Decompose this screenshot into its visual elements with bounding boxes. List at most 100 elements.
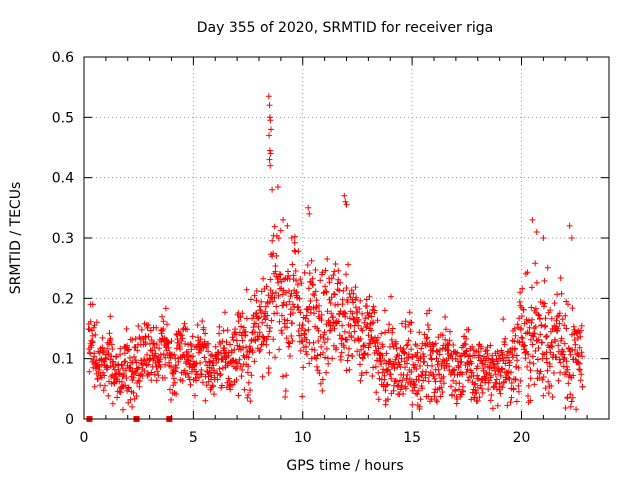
data-point bbox=[578, 371, 585, 378]
x-axis-label: GPS time / hours bbox=[286, 458, 403, 474]
data-point bbox=[412, 361, 418, 368]
data-point bbox=[315, 338, 322, 344]
data-point bbox=[569, 305, 576, 312]
data-point bbox=[577, 367, 583, 373]
data-point bbox=[542, 315, 549, 322]
data-point bbox=[192, 392, 198, 399]
data-point bbox=[533, 279, 540, 286]
data-point bbox=[290, 301, 296, 308]
data-point bbox=[267, 324, 274, 331]
data-point bbox=[372, 363, 379, 370]
data-point bbox=[142, 334, 149, 341]
data-point bbox=[509, 351, 516, 358]
data-point bbox=[279, 373, 286, 380]
data-point bbox=[343, 201, 350, 208]
data-point bbox=[578, 349, 585, 356]
data-point bbox=[381, 357, 388, 364]
data-point bbox=[531, 330, 538, 337]
data-point bbox=[291, 247, 298, 254]
data-point bbox=[187, 381, 194, 388]
data-point bbox=[136, 383, 143, 390]
data-point bbox=[478, 345, 484, 352]
data-point bbox=[478, 385, 485, 392]
data-point bbox=[88, 342, 95, 349]
data-point bbox=[438, 384, 445, 391]
data-point bbox=[357, 377, 364, 384]
data-point bbox=[385, 327, 392, 334]
data-point bbox=[502, 335, 509, 342]
data-point bbox=[141, 357, 148, 364]
data-point bbox=[540, 374, 547, 380]
data-point bbox=[339, 322, 346, 329]
data-point bbox=[539, 350, 546, 357]
data-point bbox=[337, 279, 344, 286]
data-point bbox=[455, 364, 462, 371]
data-point bbox=[501, 341, 508, 348]
data-point bbox=[440, 373, 447, 380]
data-point bbox=[233, 337, 240, 344]
data-point bbox=[414, 342, 420, 349]
data-point bbox=[177, 346, 184, 353]
data-point bbox=[476, 394, 483, 401]
data-point bbox=[534, 367, 541, 374]
data-point bbox=[152, 353, 159, 359]
data-point bbox=[162, 344, 169, 351]
data-point bbox=[413, 366, 420, 372]
data-point bbox=[125, 385, 132, 392]
data-point bbox=[265, 93, 272, 100]
data-point bbox=[147, 327, 154, 334]
data-point bbox=[329, 355, 336, 362]
data-point bbox=[448, 383, 454, 390]
data-point bbox=[148, 369, 155, 376]
data-point bbox=[141, 368, 148, 374]
data-point bbox=[512, 332, 519, 339]
data-point bbox=[342, 310, 349, 317]
data-point bbox=[379, 352, 386, 359]
data-point bbox=[274, 184, 281, 190]
data-point bbox=[458, 352, 465, 359]
data-point bbox=[392, 356, 399, 363]
data-point bbox=[294, 303, 301, 310]
data-point bbox=[475, 348, 482, 355]
data-point bbox=[465, 326, 472, 333]
data-point bbox=[387, 358, 394, 365]
data-point bbox=[529, 341, 536, 348]
data-point bbox=[318, 311, 325, 318]
data-point bbox=[287, 353, 293, 359]
data-point bbox=[352, 284, 359, 291]
data-point bbox=[426, 372, 433, 379]
data-point bbox=[429, 362, 435, 369]
data-point bbox=[90, 324, 97, 331]
data-point bbox=[567, 351, 574, 358]
data-point bbox=[295, 304, 302, 311]
data-point bbox=[453, 350, 460, 357]
data-point bbox=[570, 372, 577, 379]
data-point bbox=[504, 402, 511, 409]
data-point bbox=[173, 345, 180, 352]
data-point bbox=[275, 235, 282, 242]
data-point bbox=[534, 356, 541, 363]
data-point bbox=[494, 348, 501, 355]
data-point bbox=[168, 396, 174, 403]
data-point bbox=[153, 377, 160, 384]
data-point bbox=[284, 222, 291, 229]
data-point bbox=[428, 355, 435, 362]
data-point bbox=[198, 371, 205, 378]
data-point bbox=[497, 390, 504, 397]
data-point bbox=[317, 277, 324, 284]
data-point bbox=[409, 387, 416, 394]
data-point bbox=[404, 371, 411, 378]
data-point bbox=[418, 345, 425, 352]
data-point bbox=[578, 322, 585, 329]
data-point bbox=[297, 309, 304, 316]
data-point bbox=[517, 289, 524, 296]
data-point bbox=[148, 337, 155, 343]
data-point bbox=[346, 329, 353, 336]
data-point bbox=[577, 377, 584, 384]
data-point bbox=[574, 350, 581, 357]
data-point bbox=[314, 363, 320, 370]
data-point bbox=[105, 392, 112, 399]
data-point bbox=[508, 394, 515, 401]
data-point bbox=[203, 382, 210, 389]
data-point bbox=[87, 318, 94, 325]
